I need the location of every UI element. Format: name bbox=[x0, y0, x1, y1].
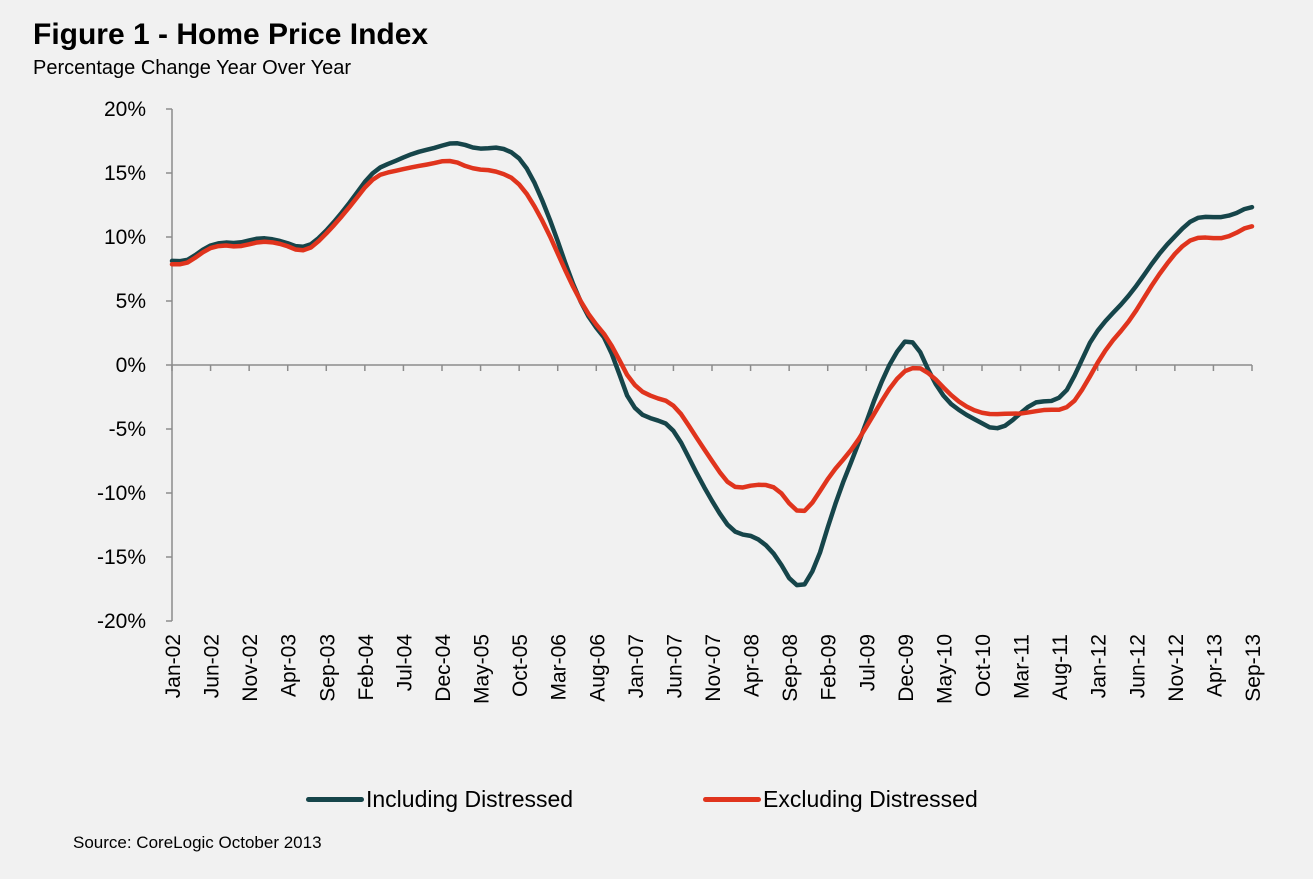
chart-svg: 20% 15% 10% 5% 0% -5% -10% -15% -20% Jan-02 Jun-0… bbox=[97, 98, 1265, 704]
x-tick-label: Apr-13 bbox=[1203, 634, 1226, 697]
x-tick-label: Feb-09 bbox=[818, 634, 841, 701]
x-tick-label: Apr-08 bbox=[741, 634, 764, 697]
x-tick-label: Feb-04 bbox=[355, 634, 378, 701]
legend-item-excluding: Excluding Distressed bbox=[703, 786, 978, 813]
x-tick-label: Jan-07 bbox=[625, 634, 648, 698]
chart-subtitle: Percentage Change Year Over Year bbox=[33, 57, 352, 79]
x-tick-label: Jun-07 bbox=[663, 634, 686, 698]
x-tick-label: May-05 bbox=[471, 634, 494, 704]
x-tick-label: Nov-12 bbox=[1165, 634, 1188, 702]
y-tick-label: 20% bbox=[104, 98, 146, 121]
y-tick-label: -20% bbox=[97, 610, 146, 633]
x-tick-label: Jun-02 bbox=[201, 634, 224, 698]
x-tick-label: Sep-03 bbox=[316, 634, 339, 702]
x-tick-label: Mar-11 bbox=[1011, 634, 1034, 699]
legend-swatch-excluding bbox=[703, 797, 761, 802]
y-tick-label: 15% bbox=[104, 162, 146, 185]
y-tick-label: -10% bbox=[97, 482, 146, 505]
legend-item-including: Including Distressed bbox=[306, 786, 573, 813]
x-tick-label: Oct-05 bbox=[509, 634, 532, 697]
chart-title: Figure 1 - Home Price Index bbox=[33, 18, 429, 51]
y-tick-label: -5% bbox=[109, 418, 146, 441]
axes bbox=[166, 108, 1253, 622]
x-tick-label: Dec-09 bbox=[895, 634, 918, 702]
series-line-excluding-distressed bbox=[169, 158, 1255, 514]
x-tick-label: Jul-09 bbox=[856, 634, 879, 691]
legend-label-including: Including Distressed bbox=[366, 786, 574, 812]
x-tick-label: Nov-02 bbox=[239, 634, 262, 702]
series-lines bbox=[169, 141, 1255, 588]
y-tick-label: 0% bbox=[116, 354, 146, 377]
x-tick-label: Oct-10 bbox=[972, 634, 995, 697]
x-axis-labels: Jan-02 Jun-02 Nov-02 Apr-03 Sep-03 Feb-04 Jul-… bbox=[162, 634, 1265, 704]
x-tick-label: Dec-04 bbox=[432, 634, 455, 702]
series-line-including-distressed bbox=[169, 141, 1255, 588]
x-tick-label: Jun-12 bbox=[1126, 634, 1149, 698]
legend-swatch-including bbox=[306, 797, 364, 802]
x-tick-label: Jan-02 bbox=[162, 634, 185, 698]
x-tick-label: Nov-07 bbox=[702, 634, 725, 702]
x-tick-label: May-10 bbox=[933, 634, 956, 704]
x-tick-label: Sep-08 bbox=[779, 634, 802, 702]
x-tick-label: Aug-06 bbox=[586, 634, 609, 702]
x-tick-label: Apr-03 bbox=[278, 634, 301, 697]
y-axis-labels: 20% 15% 10% 5% 0% -5% -10% -15% -20% bbox=[97, 98, 146, 633]
x-tick-label: Mar-06 bbox=[548, 634, 571, 701]
x-tick-label: Aug-11 bbox=[1049, 634, 1072, 700]
legend: Including Distressed Excluding Distresse… bbox=[0, 786, 1313, 816]
x-tick-label: Jan-12 bbox=[1088, 634, 1111, 698]
source-note: Source: CoreLogic October 2013 bbox=[73, 833, 322, 852]
legend-label-excluding: Excluding Distressed bbox=[763, 786, 978, 812]
y-tick-label: -15% bbox=[97, 546, 146, 569]
y-tick-label: 10% bbox=[104, 226, 146, 249]
x-tick-label: Jul-04 bbox=[393, 634, 416, 692]
y-tick-label: 5% bbox=[116, 290, 146, 313]
x-tick-label: Sep-13 bbox=[1242, 634, 1265, 702]
